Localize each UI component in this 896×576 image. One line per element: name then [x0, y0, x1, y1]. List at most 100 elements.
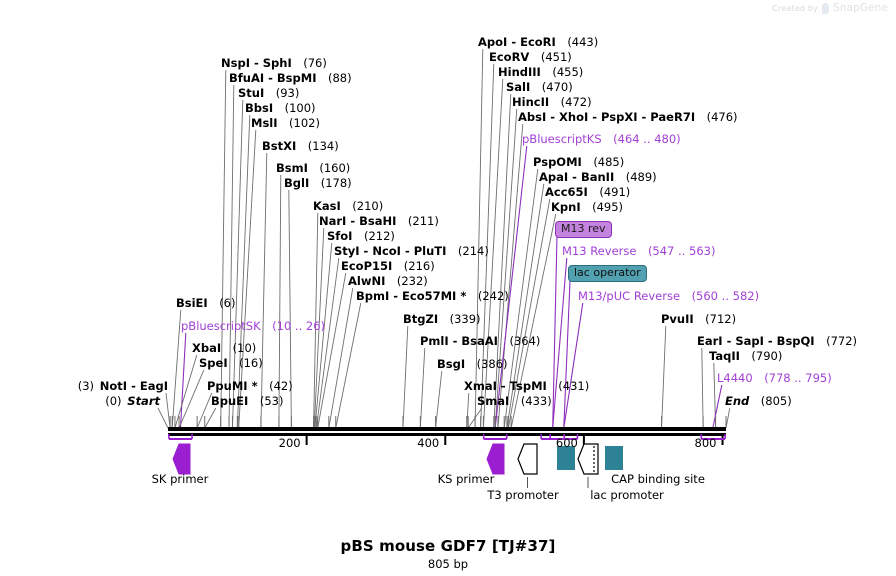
site-label-name: pBluescriptSK: [181, 319, 261, 333]
site-label-bfuai-bspmi[interactable]: BfuAI - BspMI (88): [229, 72, 352, 85]
site-label-msli[interactable]: MslI (102): [251, 117, 320, 130]
site-label-position: (210): [352, 199, 384, 213]
site-label-end[interactable]: End (805): [725, 395, 792, 408]
site-label-position: (464 .. 480): [613, 132, 681, 146]
site-label-bpmi-eco57mi[interactable]: BpmI - Eco57MI * (242): [356, 290, 509, 303]
ruler-tick-400: 400: [417, 436, 440, 450]
site-label-ppumi[interactable]: PpuMI * (42): [207, 380, 293, 393]
feature-caption-ks-primer[interactable]: KS primer: [437, 472, 495, 486]
site-label-apai-banii[interactable]: ApaI - BanII (489): [539, 171, 657, 184]
site-label-bpuei[interactable]: BpuEI (53): [211, 395, 283, 408]
site-label-name: StyI - NcoI - PluTI: [334, 244, 447, 258]
site-label-apoi-ecori[interactable]: ApoI - EcoRI (443): [478, 36, 598, 49]
feature-caption-sk-primer[interactable]: SK primer: [151, 472, 209, 486]
site-label-alwni[interactable]: AlwNI (232): [348, 275, 428, 288]
site-label-name: ApaI - BanII: [539, 170, 615, 184]
site-label-bsmi[interactable]: BsmI (160): [276, 162, 350, 175]
ruler-tick-800: 800: [694, 436, 717, 450]
site-label-pmli-bsaai[interactable]: PmlI - BsaAI (364): [420, 335, 540, 348]
feature-badge-m13-rev[interactable]: M13 rev: [555, 221, 612, 238]
site-label-name: XbaI: [192, 341, 222, 355]
site-label-xmai-tspmi[interactable]: XmaI - TspMI (431): [464, 380, 589, 393]
site-label-position: (211): [407, 214, 439, 228]
site-label-position: (547 .. 563): [647, 244, 716, 258]
site-label-pvuii[interactable]: PvuII (712): [661, 313, 736, 326]
site-label-position: (364): [509, 334, 541, 348]
site-label-l4440[interactable]: L4440 (778 .. 795): [717, 372, 832, 385]
site-label-name: TaqII: [709, 349, 740, 363]
site-label-position: (6): [219, 296, 236, 310]
site-label-name: EarI - SapI - BspQI: [697, 334, 815, 348]
site-label-name: BsgI: [437, 357, 466, 371]
snapgene-watermark: Created by SnapGene: [772, 2, 888, 14]
site-label-position: (212): [363, 229, 395, 243]
site-label-hincii[interactable]: HincII (472): [512, 96, 592, 109]
site-label-pspomi[interactable]: PspOMI (485): [533, 156, 624, 169]
site-label-position: (472): [560, 95, 592, 109]
site-label-position: (712): [705, 312, 737, 326]
site-label-name: BstXI: [262, 139, 297, 153]
site-label-hindiii[interactable]: HindIII (455): [498, 66, 583, 79]
site-label-taqii[interactable]: TaqII (790): [709, 350, 782, 363]
site-label-name: XmaI - TspMI: [464, 379, 547, 393]
site-label-sali[interactable]: SalI (470): [506, 81, 573, 94]
site-label-name: EcoP15I: [341, 259, 393, 273]
site-label-acc65i[interactable]: Acc65I (491): [545, 186, 630, 199]
site-label-smai[interactable]: SmaI (433): [477, 395, 552, 408]
site-label-bstxi[interactable]: BstXI (134): [262, 140, 339, 153]
site-label-ecop15i[interactable]: EcoP15I (216): [341, 260, 435, 273]
site-label-bsiei[interactable]: BsiEI (6): [176, 297, 235, 310]
site-label-position: (93): [275, 86, 300, 100]
site-label-m13puc-rev[interactable]: M13/pUC Reverse (560 .. 582): [578, 290, 759, 303]
site-label-name: AbsI - XhoI - PspXI - PaeR7I: [518, 110, 696, 124]
feature-caption-lac-promoter[interactable]: lac promoter: [590, 488, 664, 502]
site-label-name: L4440: [717, 371, 753, 385]
site-label-name: PspOMI: [533, 155, 582, 169]
site-label-nspi-sphi[interactable]: NspI - SphI (76): [221, 57, 327, 70]
site-label-m13-reverse[interactable]: M13 Reverse (547 .. 563): [562, 245, 715, 258]
site-label-sfoi[interactable]: SfoI (212): [327, 230, 395, 243]
site-label-pbluescriptks[interactable]: pBluescriptKS (464 .. 480): [522, 133, 681, 146]
site-label-noti-eagi[interactable]: (3) NotI - EagI: [0, 380, 168, 393]
site-label-name: HindIII: [498, 65, 541, 79]
site-label-spei[interactable]: SpeI (16): [199, 357, 263, 370]
site-label-kasi[interactable]: KasI (210): [313, 200, 383, 213]
site-label-position: (214): [457, 244, 489, 258]
site-label-pbluescriptsk[interactable]: pBluescriptSK (10 .. 26): [181, 320, 325, 333]
site-label-name: SalI: [506, 80, 531, 94]
feature-caption-cap-binding-site[interactable]: CAP binding site: [611, 472, 705, 486]
site-label-name: BpmI - Eco57MI *: [356, 289, 467, 303]
site-label-kpni[interactable]: KpnI (495): [551, 201, 623, 214]
site-label-xbai[interactable]: XbaI (10): [192, 342, 256, 355]
site-label-eari-sapi[interactable]: EarI - SapI - BspQI (772): [697, 335, 857, 348]
site-label-position: (485): [593, 155, 625, 169]
site-label-start[interactable]: (0) Start: [0, 395, 160, 408]
site-label-absi-xhoi[interactable]: AbsI - XhoI - PspXI - PaeR7I (476): [518, 111, 738, 124]
site-label-bbsi[interactable]: BbsI (100): [245, 102, 316, 115]
site-label-position: (443): [567, 35, 599, 49]
site-label-styi-ncoi[interactable]: StyI - NcoI - PluTI (214): [334, 245, 489, 258]
site-label-name: NspI - SphI: [221, 56, 292, 70]
site-label-position: (178): [320, 176, 352, 190]
site-label-position: (160): [319, 161, 351, 175]
feature-caption-t3-promoter[interactable]: T3 promoter: [487, 488, 559, 502]
site-label-bsgi[interactable]: BsgI (386): [437, 358, 508, 371]
site-label-stui[interactable]: StuI (93): [238, 87, 299, 100]
site-label-name: Start: [127, 394, 160, 408]
site-label-ecorv[interactable]: EcoRV (451): [489, 51, 572, 64]
site-label-position: (102): [289, 116, 320, 130]
site-label-name: PpuMI *: [207, 379, 258, 393]
site-label-position: (386): [476, 357, 508, 371]
site-label-bgli[interactable]: BglI (178): [284, 177, 352, 190]
site-label-position: (560 .. 582): [691, 289, 760, 303]
site-label-name: SmaI: [477, 394, 510, 408]
site-label-name: AlwNI: [348, 274, 386, 288]
site-label-position: (470): [541, 80, 573, 94]
site-label-name: HincII: [512, 95, 550, 109]
feature-badge-lac-operator[interactable]: lac operator: [568, 265, 647, 282]
site-label-position: (16): [239, 356, 263, 370]
site-label-btgzi[interactable]: BtgZI (339): [403, 313, 481, 326]
site-label-nari-bsahi[interactable]: NarI - BsaHI (211): [319, 215, 439, 228]
